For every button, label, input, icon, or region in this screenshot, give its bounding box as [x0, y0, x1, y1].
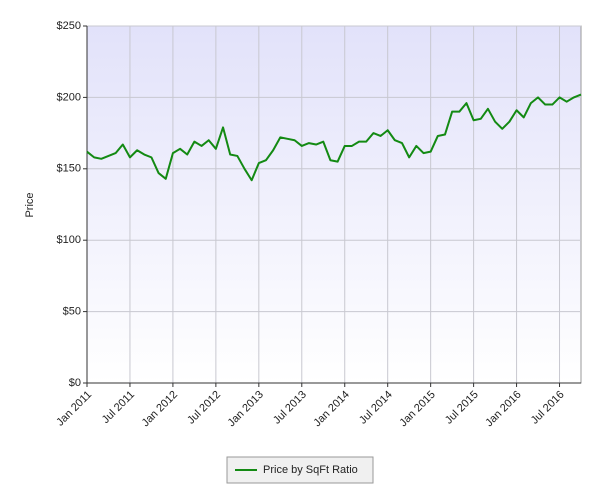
x-tick-label: Jan 2016: [483, 389, 523, 429]
x-tick-label: Jul 2016: [529, 389, 567, 427]
y-tick-label: $250: [57, 20, 81, 32]
x-tick-label: Jan 2013: [226, 389, 266, 429]
y-tick-label: $150: [57, 163, 81, 175]
x-tick-label: Jan 2014: [311, 389, 351, 429]
x-tick-label: Jul 2013: [271, 389, 309, 427]
y-tick-label: $200: [57, 91, 81, 103]
legend-label: Price by SqFt Ratio: [263, 464, 358, 476]
x-tick-label: Jul 2011: [100, 389, 137, 426]
y-tick-label: $50: [63, 306, 81, 318]
x-tick-label: Jan 2015: [397, 389, 437, 429]
x-tick-label: Jan 2012: [140, 389, 180, 429]
y-axis-label: Price: [24, 192, 36, 217]
x-tick-label: Jan 2011: [54, 389, 94, 429]
y-tick-label: $0: [69, 377, 81, 389]
x-tick-label: Jul 2015: [443, 389, 481, 427]
x-tick-label: Jul 2014: [357, 389, 395, 427]
x-tick-label: Jul 2012: [185, 389, 223, 427]
y-tick-label: $100: [57, 234, 81, 246]
data-line: [86, 93, 582, 182]
plot-area: [86, 25, 582, 384]
